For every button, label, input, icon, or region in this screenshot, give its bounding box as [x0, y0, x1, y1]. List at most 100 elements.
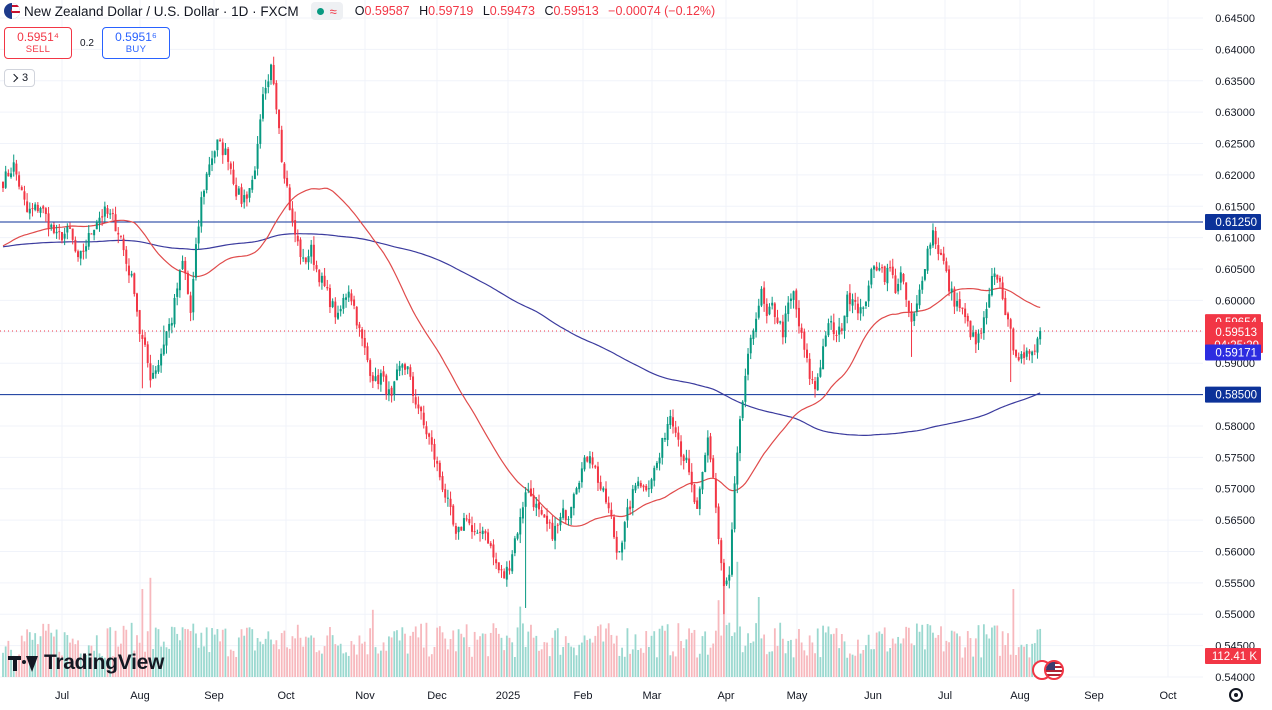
price-tick-label: 0.57500 — [1215, 452, 1255, 464]
volume-bar — [187, 629, 189, 677]
volume-bar — [948, 642, 950, 677]
candle-body — [160, 353, 163, 366]
candle-body — [149, 363, 152, 381]
indicator-count: 3 — [22, 72, 29, 84]
candle-body — [253, 170, 256, 180]
buy-button[interactable]: 0.5951⁶ BUY — [102, 27, 170, 59]
indicators-toggle[interactable]: 3 — [4, 69, 36, 87]
volume-bar — [106, 628, 109, 677]
candle-body — [934, 230, 937, 245]
candle-body — [1001, 282, 1004, 299]
time-tick-label: Jun — [864, 690, 882, 702]
volume-bar — [489, 632, 492, 677]
volume-bar — [639, 648, 642, 677]
candle-body — [982, 317, 985, 334]
gear-icon[interactable] — [1229, 688, 1243, 702]
volume-bar — [353, 644, 355, 677]
candle-body — [353, 299, 356, 306]
volume-bar — [634, 634, 637, 677]
volume-bar — [85, 655, 87, 677]
volume-bar — [1031, 643, 1034, 677]
candle-body — [696, 500, 699, 509]
volume-bar — [580, 642, 583, 677]
candle-body — [144, 337, 147, 345]
candle-body — [931, 230, 934, 246]
candle-body — [449, 498, 452, 507]
candle-body — [921, 280, 924, 290]
volume-bar — [781, 638, 784, 677]
candle-body — [998, 278, 1001, 282]
time-tick-label: 2025 — [496, 690, 520, 702]
candle-body — [634, 485, 637, 491]
candle-body — [74, 239, 77, 252]
economic-events-icon[interactable] — [1032, 660, 1064, 680]
time-tick-label: Aug — [1010, 690, 1030, 702]
candle-body — [875, 266, 878, 271]
candle-body — [704, 455, 707, 472]
volume-bar — [519, 606, 522, 677]
candle-body — [146, 344, 149, 363]
candle-body — [433, 443, 436, 460]
tradingview-logo[interactable]: TradingView — [8, 651, 164, 675]
candle-body — [141, 334, 144, 339]
volume-bar — [682, 648, 685, 677]
candle-body — [101, 216, 104, 218]
candle-body — [261, 94, 264, 119]
volume-bar — [176, 633, 179, 677]
volume-bar — [677, 623, 680, 677]
candle-body — [315, 265, 318, 270]
volume-bar — [733, 632, 736, 677]
candle-body — [227, 148, 230, 162]
volume-bar — [385, 650, 388, 677]
market-status[interactable]: ≈ — [310, 2, 343, 20]
symbol-title[interactable]: New Zealand Dollar / U.S. Dollar · 1D · … — [24, 3, 299, 19]
horizontal-lines[interactable] — [0, 221, 1203, 396]
candle-body — [760, 288, 763, 306]
time-tick-label: Oct — [277, 690, 294, 702]
candle-body — [602, 488, 605, 491]
candle-body — [827, 323, 830, 336]
candle-body — [165, 331, 168, 346]
volume-bar — [1007, 633, 1009, 677]
candle-body — [964, 308, 967, 318]
candlesticks[interactable] — [2, 56, 1042, 615]
volume-bar — [1039, 628, 1042, 677]
candle-body — [395, 369, 398, 381]
volume-bar — [685, 639, 688, 677]
volume-bar — [862, 649, 865, 677]
candle-body — [953, 288, 956, 307]
candle-body — [162, 344, 165, 355]
candle-body — [621, 542, 624, 553]
volume-bar — [543, 642, 546, 677]
candle-body — [4, 171, 7, 188]
volume-bar — [913, 645, 916, 677]
candle-body — [414, 397, 417, 405]
volume-bar — [487, 656, 489, 677]
volume-bar — [535, 635, 538, 677]
volume-bar — [312, 637, 315, 677]
volume-bar — [138, 642, 141, 677]
volume-bar — [674, 656, 677, 677]
volume-bar — [162, 641, 165, 677]
volume-bar — [173, 627, 176, 677]
candle-body — [977, 333, 980, 343]
volume-bar — [934, 637, 937, 677]
sell-button[interactable]: 0.5951⁴ SELL — [4, 27, 72, 59]
ma-slow-value-label-bg — [1205, 344, 1261, 361]
candle-body — [733, 483, 736, 530]
candle-body — [854, 299, 857, 302]
candle-body — [779, 321, 782, 323]
candle-body — [93, 229, 96, 236]
time-axis[interactable]: Jul Aug Sep Oct Nov Dec 2025 Feb Mar Apr May Jun Jul… — [55, 690, 1177, 702]
candle-body — [881, 267, 884, 269]
candle-body — [26, 201, 29, 212]
volume-bar — [1012, 589, 1015, 677]
candle-body — [2, 181, 4, 189]
volume-bar — [835, 628, 838, 677]
volume-bar — [921, 624, 924, 677]
price-tick-label: 0.62000 — [1215, 170, 1255, 182]
volume-bar — [516, 627, 519, 677]
candle-body — [682, 455, 685, 462]
volume-bar — [937, 634, 940, 677]
